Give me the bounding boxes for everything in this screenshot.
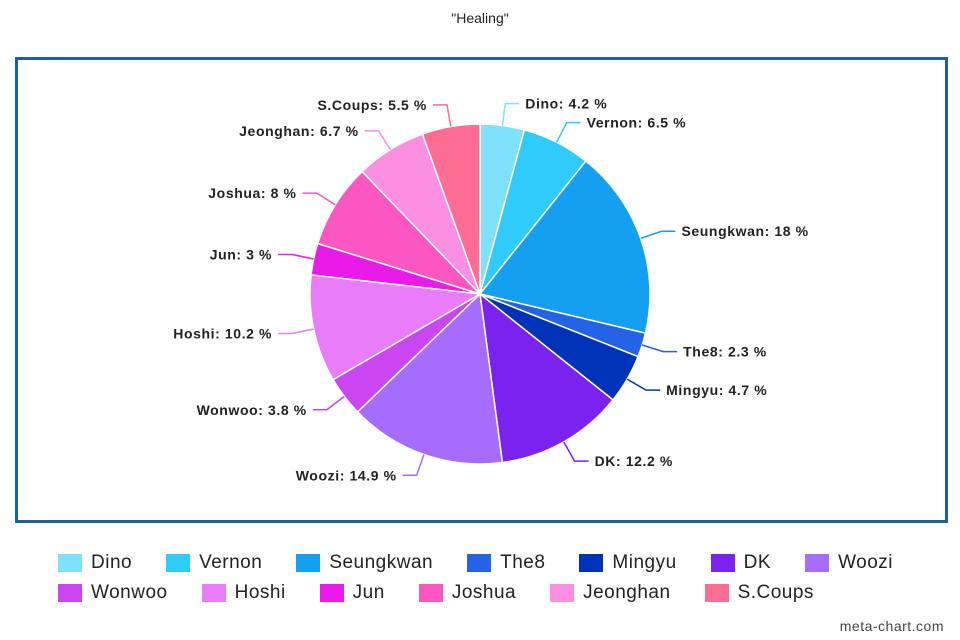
data-label-wonwoo: Wonwoo: 3.8 % (197, 402, 307, 418)
data-label-vernon: Vernon: 6.5 % (587, 115, 687, 131)
legend-swatch (805, 554, 830, 572)
data-label-seungkwan: Seungkwan: 18 % (681, 223, 808, 239)
data-label-the8: The8: 2.3 % (683, 344, 767, 360)
pie-slice-seungkwan (478, 159, 651, 335)
pie-slice-hoshi (309, 273, 483, 381)
data-label-s-coups: S.Coups: 5.5 % (317, 97, 427, 113)
legend-item-vernon[interactable]: Vernon (166, 552, 262, 574)
legend-item-mingyu[interactable]: Mingyu (579, 552, 676, 574)
legend-item-jeonghan[interactable]: Jeonghan (550, 582, 670, 604)
legend-label: S.Coups (737, 582, 814, 603)
data-label-jeonghan: Jeonghan: 6.7 % (239, 123, 358, 139)
legend-swatch (201, 584, 226, 602)
pie-slice-dk (479, 292, 615, 464)
legend-label: Hoshi (234, 582, 286, 603)
pie-slice-woozi (356, 292, 504, 465)
legend-swatch (467, 554, 492, 572)
legend: Dino Vernon Seungkwan The8 Mingyu DK Woozi Wonw… (58, 548, 938, 608)
legend-label: Jeonghan (583, 582, 671, 603)
leader-line-vernon (556, 121, 581, 143)
legend-row: Dino Vernon Seungkwan The8 Mingyu DK Woozi (58, 548, 938, 578)
legend-swatch (710, 554, 735, 572)
leader-line-dk (563, 441, 589, 462)
leader-line-s-coups (432, 104, 452, 127)
legend-label: Dino (91, 552, 133, 573)
data-label-joshua: Joshua: 8 % (208, 185, 296, 201)
data-label-hoshi: Hoshi: 10.2 % (173, 326, 272, 342)
leader-line-seungkwan (640, 230, 676, 240)
data-label-woozi: Woozi: 14.9 % (296, 467, 397, 483)
legend-item-hoshi[interactable]: Hoshi (201, 582, 286, 604)
data-label-dk: DK: 12.2 % (595, 453, 673, 469)
legend-item-joshua[interactable]: Joshua (418, 582, 517, 604)
legend-swatch (58, 554, 82, 572)
legend-label: Jun (352, 582, 385, 603)
data-label-dino: Dino: 4.2 % (525, 96, 607, 112)
legend-label: Seungkwan (329, 552, 434, 573)
legend-swatch (296, 554, 321, 572)
legend-label: DK (743, 552, 772, 573)
data-label-jun: Jun: 3 % (210, 246, 272, 262)
legend-item-dk[interactable]: DK (710, 552, 772, 574)
legend-label: Wonwoo (91, 582, 168, 603)
legend-item-wonwoo[interactable]: Wonwoo (58, 582, 168, 604)
leader-line-woozi (402, 454, 425, 477)
legend-item-woozi[interactable]: Woozi (805, 552, 893, 574)
watermark: meta-chart.com (839, 618, 944, 634)
legend-swatch (166, 554, 191, 572)
data-label-mingyu: Mingyu: 4.7 % (666, 382, 767, 398)
legend-swatch (418, 584, 443, 602)
leader-line-mingyu (626, 378, 661, 391)
chart-title: "Healing" (451, 10, 509, 26)
leader-line-wonwoo (312, 395, 345, 411)
leader-line-jeonghan (364, 130, 391, 151)
legend-item-s-coups[interactable]: S.Coups (704, 582, 814, 604)
legend-swatch (550, 584, 575, 602)
legend-label: Joshua (451, 582, 517, 603)
legend-label: Vernon (199, 552, 263, 573)
legend-label: Woozi (838, 552, 894, 573)
legend-label: The8 (500, 552, 546, 573)
legend-row: Wonwoo Hoshi Jun Joshua Jeonghan S.Coups (58, 578, 938, 608)
legend-item-jun[interactable]: Jun (319, 582, 385, 604)
legend-item-dino[interactable]: Dino (58, 552, 132, 574)
legend-swatch (319, 584, 344, 602)
pie-chart: Dino: 4.2 % Vernon: 6.5 % Seungkwan: 18 % T… (173, 96, 808, 484)
legend-label: Mingyu (612, 552, 677, 573)
leader-line-hoshi (278, 328, 314, 335)
legend-swatch (704, 584, 729, 602)
leader-line-joshua (302, 192, 336, 206)
legend-item-the8[interactable]: The8 (467, 552, 545, 574)
legend-item-seungkwan[interactable]: Seungkwan (296, 552, 433, 574)
leader-line-dino (501, 102, 520, 126)
leader-line-jun (278, 253, 314, 260)
legend-swatch (579, 554, 604, 572)
legend-swatch (58, 584, 82, 602)
leader-line-the8 (641, 344, 678, 353)
plot-area (15, 57, 948, 523)
